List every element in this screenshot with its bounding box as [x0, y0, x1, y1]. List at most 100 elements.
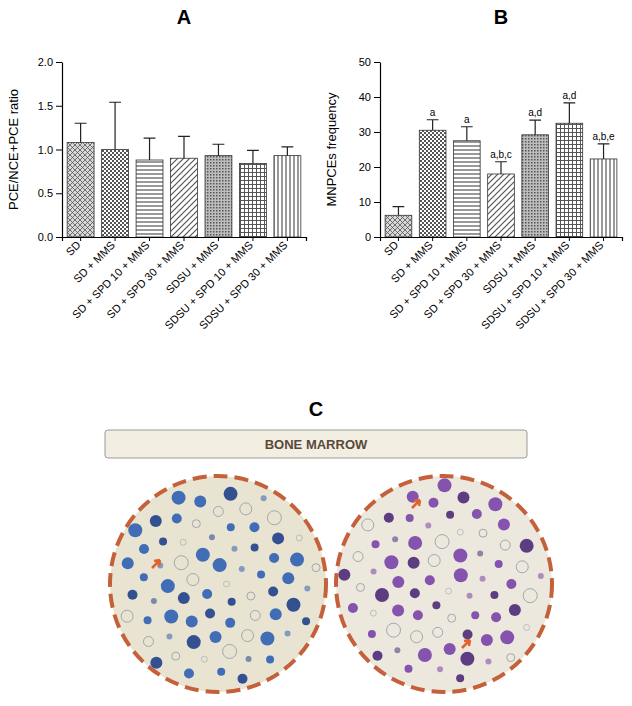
- arrow: [412, 500, 420, 508]
- panel-title: B: [494, 6, 508, 28]
- chart-panel: A0.00.51.01.52.0PCE/NCE+PCE ratioSDSD + …: [6, 6, 307, 331]
- y-tick: 0: [365, 231, 380, 243]
- cell: [410, 588, 420, 598]
- x-tick: SD: [63, 237, 82, 258]
- cell: [286, 598, 300, 612]
- micrograph-border: [110, 476, 326, 692]
- cell: [370, 610, 376, 616]
- cell: [353, 552, 363, 562]
- cell: [472, 509, 482, 519]
- cell: [368, 630, 376, 638]
- y-tick: 0.5: [38, 187, 62, 199]
- y-axis-line: [62, 63, 63, 238]
- x-tick-mark: [569, 237, 570, 241]
- x-tick-mark: [501, 237, 502, 241]
- x-tick-label: SDSU + SPD 30 + MMS: [513, 239, 606, 332]
- y-tick-mark: [56, 193, 62, 194]
- cell: [290, 553, 304, 567]
- micrograph-cells: [121, 487, 320, 684]
- panel-title: A: [177, 6, 191, 28]
- cell: [172, 514, 182, 524]
- bar: [556, 123, 583, 237]
- bar: [171, 158, 198, 237]
- cell: [172, 652, 180, 660]
- cell: [161, 579, 175, 593]
- bar: [522, 135, 549, 237]
- cell: [348, 603, 358, 613]
- bars: [67, 102, 301, 237]
- cell: [500, 540, 510, 550]
- y-tick-mark: [374, 62, 380, 63]
- cell: [471, 611, 479, 619]
- cell: [227, 523, 235, 531]
- y-tick: 20: [359, 161, 380, 173]
- cell: [479, 529, 487, 537]
- cell: [418, 648, 432, 662]
- cell: [446, 588, 452, 594]
- y-tick-label: 0: [365, 231, 371, 243]
- cell: [460, 652, 474, 666]
- cell: [178, 592, 190, 604]
- cell: [371, 569, 377, 575]
- cell: [267, 511, 281, 525]
- bar: [419, 130, 446, 237]
- bar: [102, 150, 129, 238]
- cell: [184, 669, 194, 679]
- cell: [338, 569, 350, 581]
- bar: [590, 159, 617, 237]
- cell: [164, 610, 178, 624]
- cell: [362, 519, 374, 531]
- panel-title: C: [309, 398, 323, 420]
- cell: [251, 544, 259, 552]
- bar: [274, 156, 301, 237]
- cell: [143, 636, 153, 646]
- cell: [384, 555, 398, 569]
- cell: [228, 598, 236, 606]
- cell: [372, 540, 380, 548]
- cell: [231, 546, 237, 552]
- y-tick-label: 0.0: [38, 231, 53, 243]
- y-tick: 0.0: [38, 231, 62, 243]
- cell: [356, 583, 364, 591]
- y-axis-title: PCE/NCE+PCE ratio: [6, 89, 21, 210]
- cell: [238, 674, 248, 684]
- cell: [225, 618, 235, 628]
- cell: [151, 598, 157, 604]
- cell: [246, 656, 252, 662]
- y-axis: 0.00.51.01.52.0: [38, 56, 63, 243]
- cell: [209, 534, 215, 540]
- y-tick-label: 1.0: [38, 144, 53, 156]
- cell: [509, 604, 521, 616]
- cell: [491, 612, 501, 622]
- cell: [392, 605, 404, 617]
- x-tick-mark: [432, 237, 433, 241]
- bar: [488, 174, 515, 237]
- error-bar: [495, 162, 507, 174]
- error-bar: [247, 150, 259, 163]
- cell: [454, 568, 468, 582]
- cell: [375, 588, 389, 602]
- x-axis-line: [381, 238, 623, 242]
- error-bar: [427, 120, 439, 131]
- cell: [174, 556, 188, 570]
- cell: [413, 610, 423, 620]
- y-tick-mark: [374, 132, 380, 133]
- micrograph-cells: [338, 478, 543, 682]
- bars: [385, 103, 617, 237]
- cell: [223, 644, 237, 658]
- error-bar: [281, 147, 293, 156]
- x-tick: SD: [381, 237, 400, 258]
- cell: [490, 591, 498, 599]
- cell: [394, 647, 400, 653]
- y-tick-mark: [374, 202, 380, 203]
- cell: [196, 548, 210, 562]
- y-axis-title: MNPCEs frequency: [324, 92, 339, 207]
- y-tick-mark: [56, 106, 62, 107]
- annotation: a,b,e: [592, 131, 615, 142]
- cell: [520, 539, 534, 553]
- x-tick-mark: [184, 237, 185, 241]
- cell: [523, 589, 537, 603]
- cell: [433, 627, 443, 637]
- cell: [140, 573, 148, 581]
- y-tick: 1.5: [38, 100, 62, 112]
